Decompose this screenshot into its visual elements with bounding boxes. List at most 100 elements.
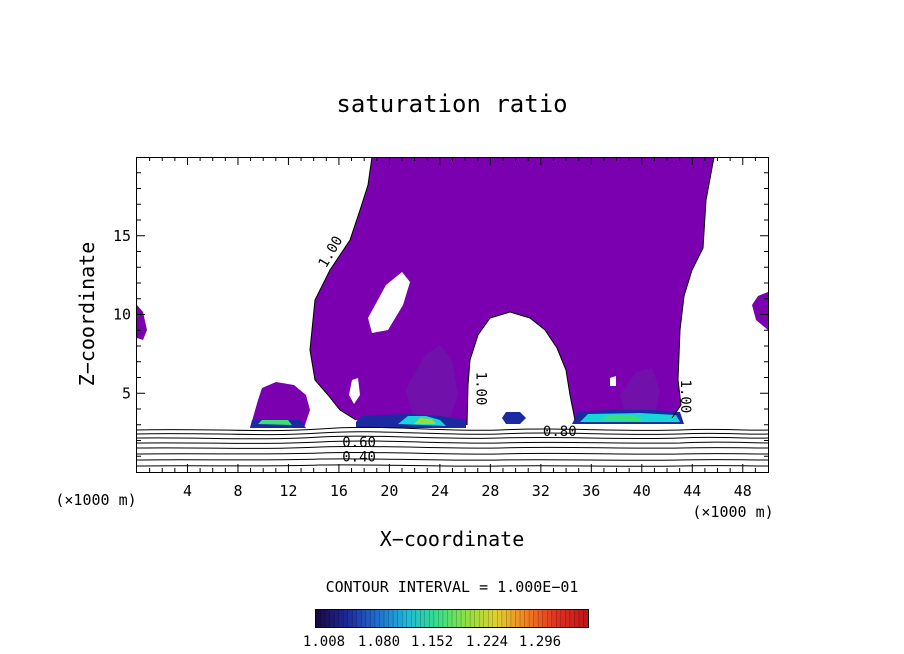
contour-line — [136, 435, 769, 440]
colorbar-swatch — [361, 610, 367, 627]
colorbar-swatch — [506, 610, 512, 627]
colorbar-swatch — [334, 610, 340, 627]
colorbar-swatch — [424, 610, 430, 627]
colorbar-swatch — [338, 610, 344, 627]
x-tick-label: 12 — [279, 482, 297, 500]
x-axis-ticks: 4 8 12 16 20 24 28 32 36 40 44 48 — [149, 157, 756, 500]
colorbar-labels: 1.008 1.080 1.152 1.224 1.296 — [303, 634, 561, 650]
colorbar-swatch — [429, 610, 435, 627]
contour-label: 0.40 — [342, 449, 376, 465]
x-tick-label: 8 — [233, 482, 242, 500]
colorbar-swatch — [352, 610, 358, 627]
colorbar-swatch — [488, 610, 494, 627]
colorbar-swatch — [365, 610, 371, 627]
colorbar-swatch — [542, 610, 548, 627]
colorbar-swatch — [320, 610, 326, 627]
x-tick-label: 20 — [380, 482, 398, 500]
colorbar-swatch — [420, 610, 426, 627]
x-tick-label: 36 — [582, 482, 600, 500]
cloud-dark-patch-left — [405, 345, 458, 420]
colorbar-swatch — [574, 610, 580, 627]
colorbar-swatch — [316, 610, 322, 627]
colorbar — [315, 610, 589, 627]
colorbar-swatch — [483, 610, 489, 627]
colorbar-swatch — [415, 610, 421, 627]
contour-line — [136, 464, 769, 467]
contour-label: 0.80 — [543, 424, 577, 440]
colorbar-swatch — [479, 610, 485, 627]
y-axis-ticks: 5 10 15 — [113, 172, 768, 457]
colorbar-swatch — [492, 610, 498, 627]
colorbar-swatch — [370, 610, 376, 627]
colorbar-swatch — [547, 610, 553, 627]
colorbar-swatch — [452, 610, 458, 627]
colorbar-swatch — [411, 610, 417, 627]
colorbar-swatch — [556, 610, 562, 627]
colorbar-swatch — [374, 610, 380, 627]
colorbar-swatch — [515, 610, 521, 627]
colorbar-frame — [315, 609, 589, 628]
contour-labels: 1.001.00 1.000.800.600.40 — [316, 233, 693, 465]
colorbar-swatch — [379, 610, 385, 627]
x-tick-label: 28 — [481, 482, 499, 500]
colorbar-label: 1.224 — [466, 634, 508, 650]
contour-label: 1.00 — [677, 380, 693, 414]
x-tick-label: 40 — [633, 482, 651, 500]
colorbar-label: 1.008 — [303, 634, 345, 650]
colorbar-swatch — [456, 610, 462, 627]
colorbar-swatch — [538, 610, 544, 627]
colorbar-swatch — [565, 610, 571, 627]
x-tick-label: 4 — [183, 482, 192, 500]
colorbar-swatch — [329, 610, 335, 627]
cloud-hole-left-notch — [610, 376, 616, 386]
contour-line — [136, 451, 769, 455]
colorbar-swatch — [343, 610, 349, 627]
y-tick-label: 15 — [113, 227, 131, 245]
small-blob-mid — [502, 412, 526, 424]
contour-line — [136, 440, 769, 444]
x-tick-label: 16 — [330, 482, 348, 500]
colorbar-swatch — [393, 610, 399, 627]
colorbar-swatch — [356, 610, 362, 627]
edge-blob-right — [752, 292, 768, 330]
colorbar-swatch — [388, 610, 394, 627]
colorbar-swatch — [442, 610, 448, 627]
colorbar-swatch — [578, 610, 584, 627]
colorbar-swatch — [501, 610, 507, 627]
x-axis-title: X−coordinate — [380, 527, 525, 551]
colorbar-swatch — [510, 610, 516, 627]
edge-blob-left — [137, 305, 147, 340]
y-tick-label: 5 — [122, 384, 131, 402]
contour-interval-text: CONTOUR INTERVAL = 1.000E−01 — [326, 578, 579, 596]
left-cloud-blob — [250, 382, 310, 428]
colorbar-swatch — [560, 610, 566, 627]
colorbar-swatch — [524, 610, 530, 627]
band-green-left — [258, 420, 292, 425]
colorbar-swatch — [497, 610, 503, 627]
contour-line — [136, 426, 769, 432]
y-tick-label: 10 — [113, 306, 131, 324]
x-unit-label-right: (×1000 m) — [692, 503, 773, 521]
colorbar-swatch — [474, 610, 480, 627]
colorbar-swatch — [569, 610, 575, 627]
band-green-right — [600, 415, 642, 421]
x-tick-label: 48 — [734, 482, 752, 500]
colorbar-swatch — [325, 610, 331, 627]
contour-line — [136, 458, 769, 461]
x-tick-label: 24 — [431, 482, 449, 500]
colorbar-swatch — [461, 610, 467, 627]
cloud-hole-upper — [368, 272, 410, 333]
band-green-mid — [414, 418, 436, 424]
colorbar-swatch — [447, 610, 453, 627]
colorbar-label: 1.152 — [411, 634, 453, 650]
colorbar-swatch — [347, 610, 353, 627]
x-tick-label: 44 — [683, 482, 701, 500]
colorbar-swatch — [465, 610, 471, 627]
colorbar-swatch — [433, 610, 439, 627]
plot-shading — [137, 157, 768, 428]
contour-label: 1.00 — [473, 372, 489, 406]
colorbar-swatch — [551, 610, 557, 627]
colorbar-swatch — [438, 610, 444, 627]
colorbar-swatch — [397, 610, 403, 627]
